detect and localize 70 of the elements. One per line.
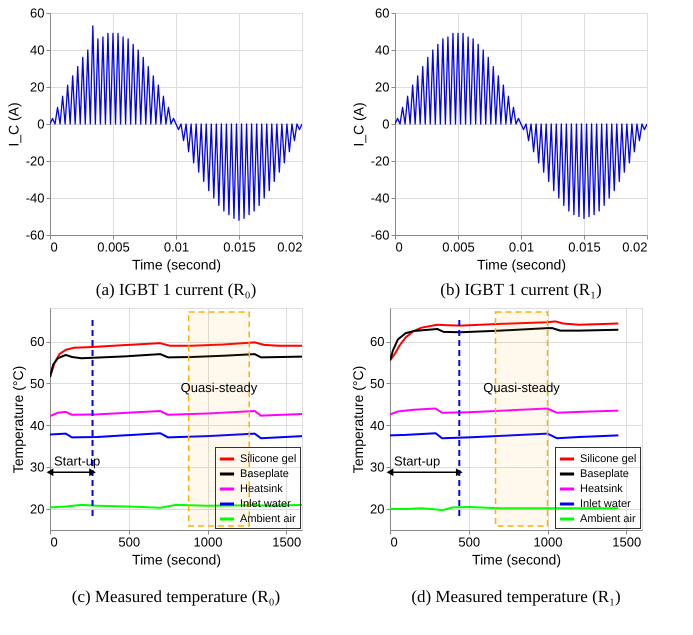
y-tick-label: -60 (370, 228, 390, 242)
x-axis-title: Time (second) (132, 256, 221, 272)
y-axis-title: Temperature (°C) (350, 366, 366, 474)
y-tick-label: -20 (26, 154, 44, 168)
legend-label: Silicone gel (240, 453, 296, 465)
text: (d) Measured temperature (R₁) (411, 587, 621, 606)
x-axis-title: Time (second) (472, 552, 561, 568)
legend-label: Ambient air (580, 513, 636, 525)
x-tick-label: 0.01 (508, 240, 534, 254)
y-tick-label: 40 (30, 42, 44, 58)
y-axis-title: I_C (A) (6, 102, 22, 147)
y-tick-label: 20 (370, 502, 384, 517)
x-tick-label: 500 (118, 534, 140, 550)
y-tick-label: 20 (375, 80, 390, 94)
y-tick-label: -40 (26, 190, 44, 206)
x-axis-title: Time (second) (132, 552, 221, 568)
line-series (50, 353, 302, 378)
y-tick-label: 60 (370, 334, 384, 350)
y-tick-label: 50 (30, 376, 44, 391)
y-axis-title: Temperature (°C) (10, 366, 26, 474)
line-series (50, 25, 302, 221)
y-tick-label: 0 (37, 116, 44, 132)
legend-label: Inlet water (580, 498, 632, 510)
annotation: Start-up (54, 453, 100, 468)
y-tick-label: 60 (30, 6, 44, 20)
y-axis-title: I_C (A) (350, 102, 367, 147)
x-tick-label: 1000 (194, 534, 222, 550)
y-tick-label: 40 (30, 418, 44, 433)
line-series (390, 327, 620, 362)
x-tick-label: 0.02 (622, 240, 648, 254)
x-tick-label: 0.01 (164, 240, 190, 254)
legend-label: Heatsink (240, 483, 284, 495)
x-tick-label: 0.015 (223, 240, 256, 254)
y-tick-label: 40 (370, 418, 384, 433)
x-tick-label: 0 (396, 240, 403, 254)
y-tick-label: 30 (30, 460, 44, 475)
text: (a) IGBT 1 current (R₀) (96, 280, 256, 299)
legend-label: Ambient air (240, 513, 296, 525)
x-tick-label: 1500 (272, 534, 302, 550)
text: (b) IGBT 1 current (R₁) (440, 280, 602, 299)
x-tick-label: 0 (50, 240, 58, 254)
x-tick-label: 1500 (612, 534, 642, 550)
annotation: Quasi-steady (483, 380, 560, 395)
y-tick-label: 0 (382, 116, 390, 132)
y-tick-label: 60 (375, 6, 390, 20)
y-tick-label: 20 (30, 80, 44, 94)
x-tick-label: 1000 (534, 534, 562, 550)
y-tick-label: -40 (370, 190, 390, 206)
x-tick-label: 0 (50, 534, 58, 550)
x-tick-label: 0.005 (97, 240, 130, 254)
legend-label: Silicone gel (580, 453, 636, 465)
y-tick-label: 40 (375, 42, 390, 58)
line-series (50, 341, 302, 378)
y-tick-label: -20 (370, 154, 390, 168)
line-series (390, 320, 620, 362)
x-tick-label: 0.005 (442, 240, 475, 254)
x-tick-label: 500 (458, 534, 480, 550)
y-tick-label: 30 (370, 460, 384, 475)
x-tick-label: 0.015 (568, 240, 601, 254)
y-tick-label: 60 (30, 334, 44, 350)
y-tick-label: -60 (26, 228, 44, 242)
x-axis-title: Time (second) (477, 256, 566, 272)
text: (c) Measured temperature (R₀) (72, 587, 280, 606)
line-series (395, 32, 647, 219)
y-tick-label: 50 (370, 376, 384, 391)
y-tick-label: 20 (30, 502, 44, 517)
legend-label: Baseplate (580, 468, 629, 480)
annotation: Start-up (394, 453, 440, 468)
legend-label: Heatsink (580, 483, 624, 495)
x-tick-label: 0.02 (277, 240, 302, 254)
